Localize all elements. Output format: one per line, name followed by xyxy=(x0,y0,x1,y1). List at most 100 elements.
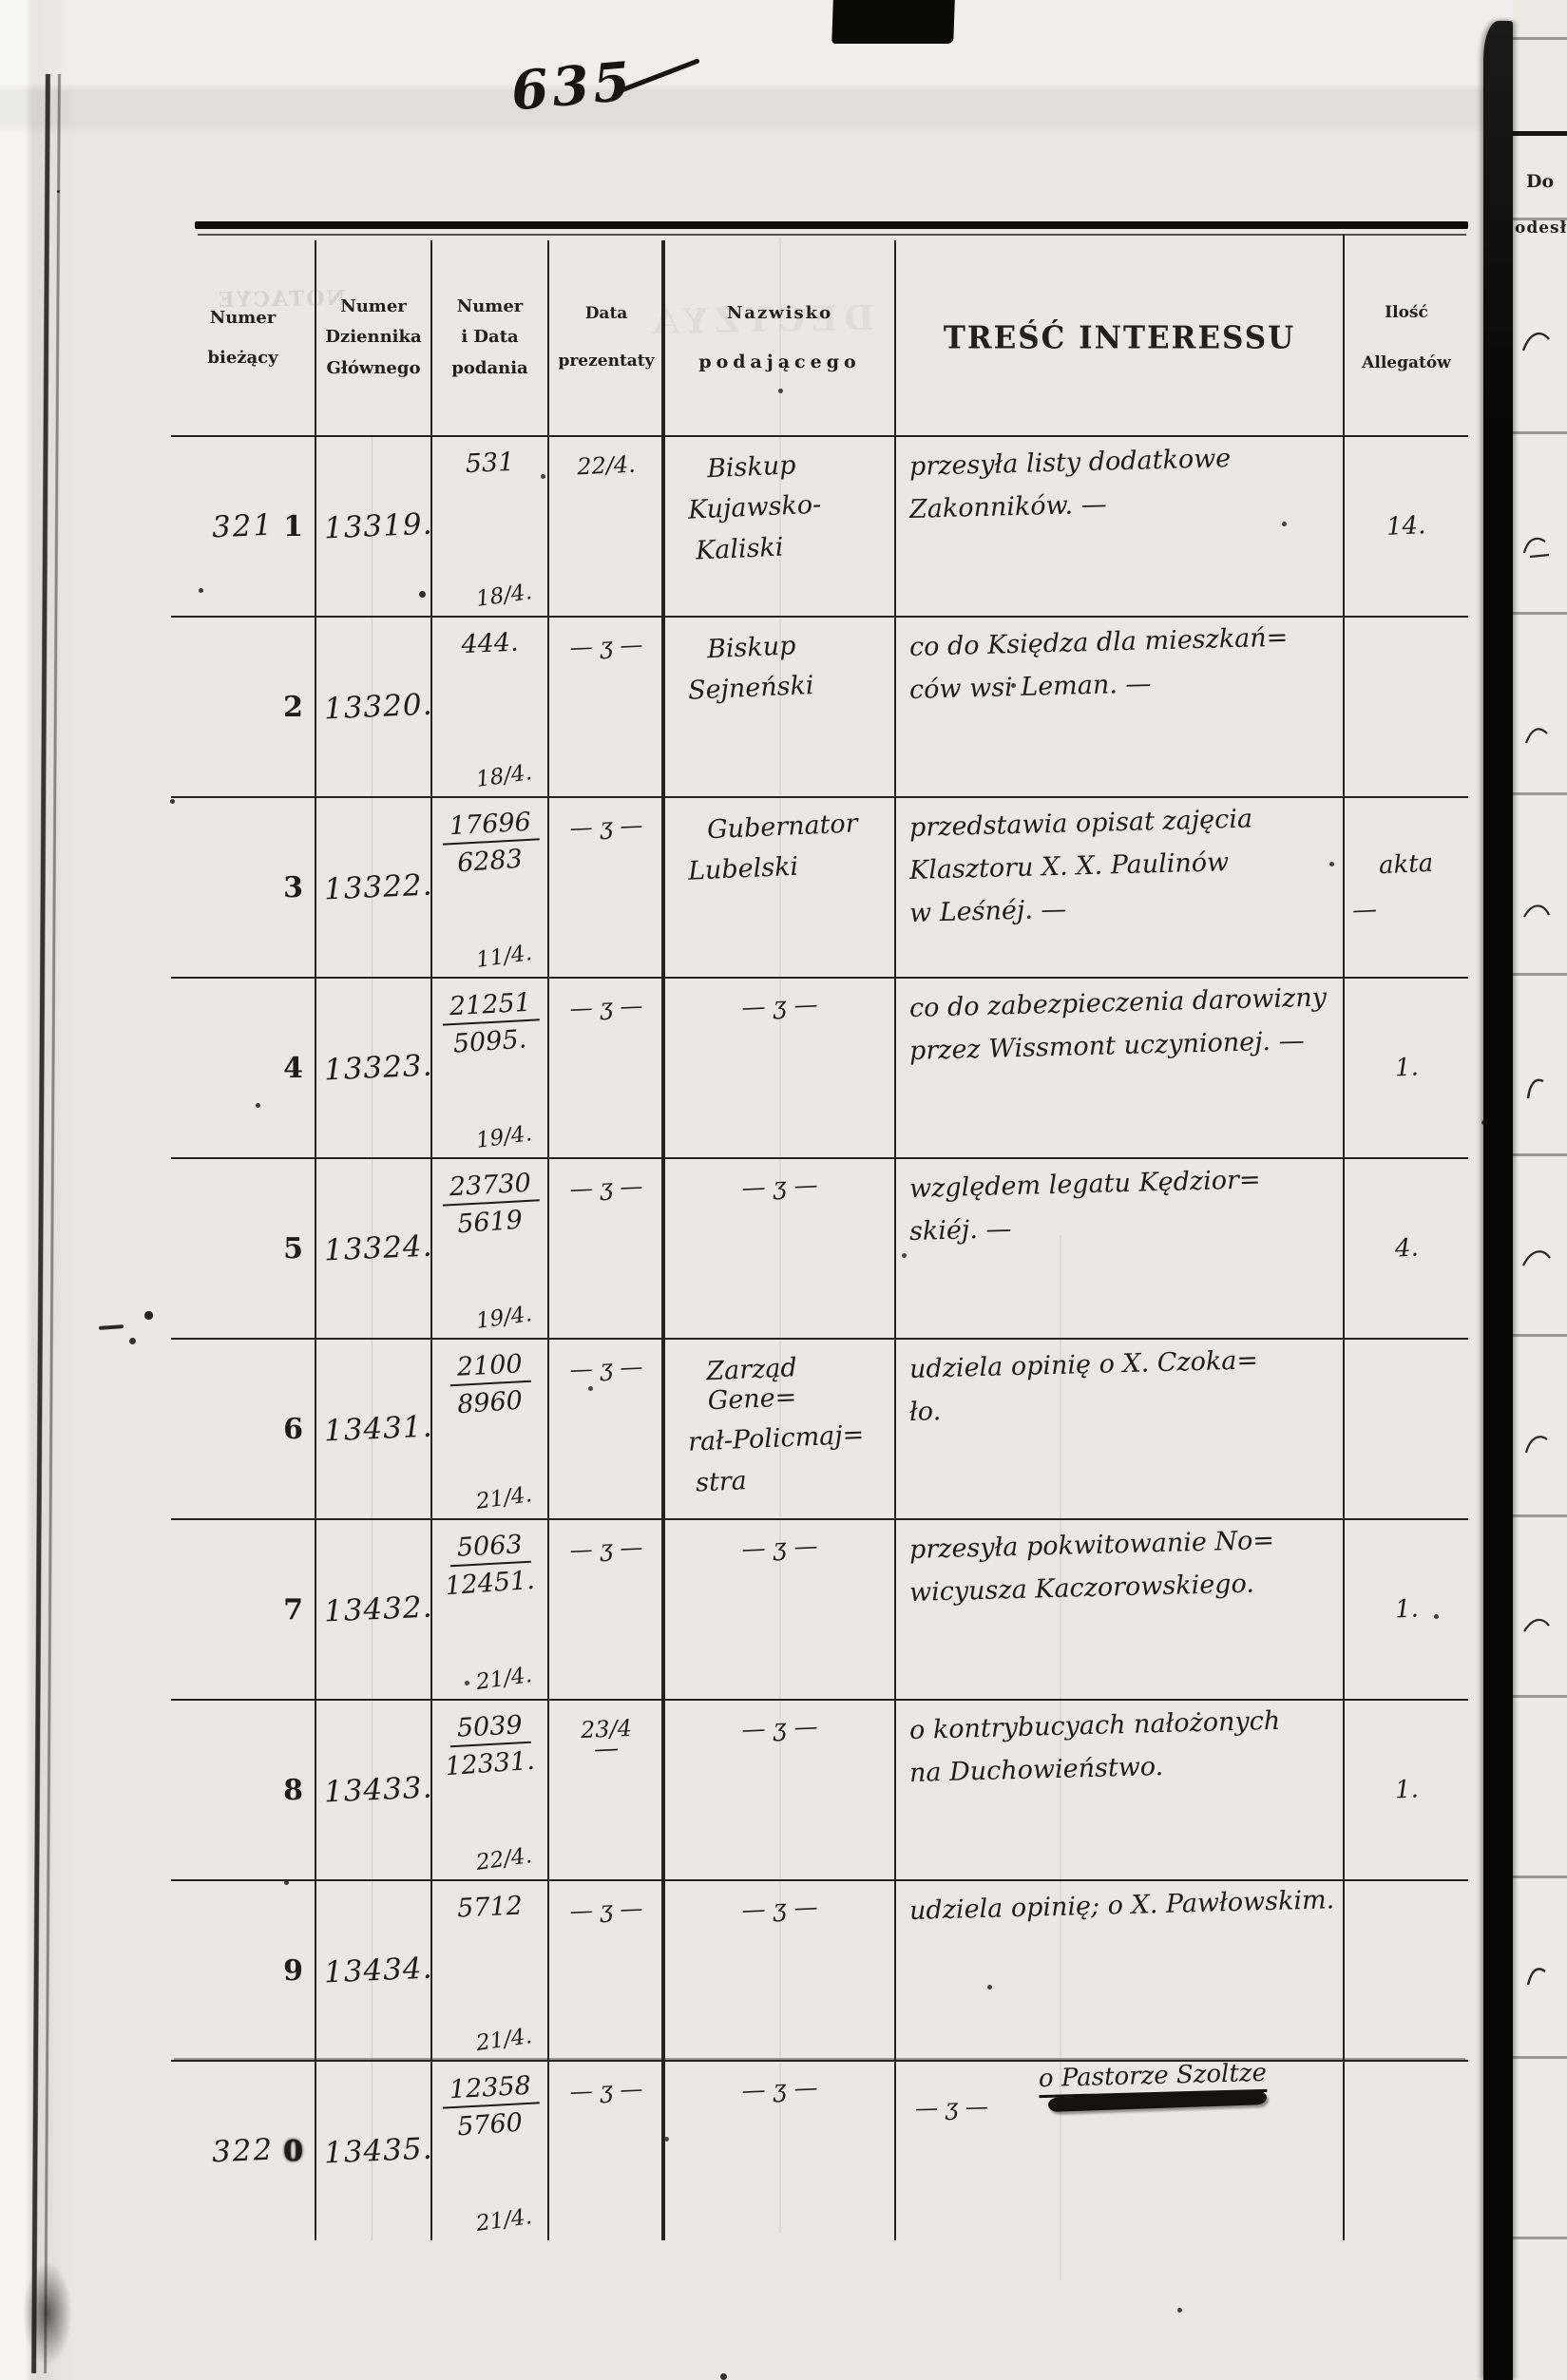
podanie-number-2: 12451. xyxy=(444,1565,536,1602)
tresc-line: ło. xyxy=(908,1397,942,1427)
nazwisko-line: Kaliski xyxy=(695,532,785,566)
dziennik-number: 13323. xyxy=(323,1048,434,1088)
cell-ilosc xyxy=(1345,1881,1468,2060)
handwriting-fragment xyxy=(1520,1610,1555,1639)
ditto-mark: — ʒ — xyxy=(914,2092,989,2123)
nazwisko-line: rał-Policmaj= xyxy=(687,1419,865,1457)
handwriting-fragment xyxy=(1520,1074,1555,1102)
ditto-mark: — ʒ — xyxy=(569,811,643,842)
ilosc-value: 1. xyxy=(1393,1594,1420,1625)
podanie-date: 21/4. xyxy=(474,1482,534,1514)
podanie-date: 21/4. xyxy=(474,1663,534,1695)
cell-podanie: 21251 5095. 19/4. xyxy=(432,979,549,1157)
tresc-line: przesyła pokwitowanie No= xyxy=(908,1525,1275,1565)
cell-nazwisko: Gubernator Lubelski xyxy=(665,798,896,977)
tresc-line: Zakonników. — xyxy=(908,489,1107,524)
paper-crease xyxy=(779,238,781,2233)
cell-nazwisko: Zarząd Gene= rał-Policmaj= stra xyxy=(665,1340,896,1518)
tresc-line: Klasztoru X. X. Paulinów xyxy=(908,847,1230,885)
dziennik-number: 13434. xyxy=(323,1951,434,1990)
numer-biezacy: 8 xyxy=(283,1773,303,1807)
cell-prezentata: — ʒ — xyxy=(549,979,665,1157)
table-row: 6 13431. 2100 8960 21/4. — ʒ — Zarząd Ge… xyxy=(171,1338,1468,1518)
nazwisko-line: Biskup xyxy=(706,631,797,665)
cell-podanie: 23730 5619 19/4. xyxy=(432,1159,549,1338)
cell-tresc: — ʒ — o Pastorze Szoltze xyxy=(896,2058,1345,2240)
header-numer-i-data-podania: Numer i Data podania xyxy=(432,240,549,435)
ilosc-value: 1. xyxy=(1393,1775,1420,1805)
cell-numer-biezacy: 322 0 xyxy=(171,2062,316,2240)
podanie-number-2: 5619 xyxy=(456,1205,524,1240)
cell-prezentata: — ʒ — xyxy=(549,1159,665,1338)
ilosc-value: 1. xyxy=(1393,1053,1420,1083)
cell-podanie: 5712 21/4. xyxy=(432,1881,549,2060)
handwriting-fragment xyxy=(1520,1245,1555,1273)
cell-podanie: 444. 18/4. xyxy=(432,618,549,796)
book-fold-bar xyxy=(1483,21,1513,2380)
cell-podanie: 2100 8960 21/4. xyxy=(432,1340,549,1518)
header-data-prezentaty: Data prezentaty xyxy=(549,240,665,435)
numer-biezacy: 5 xyxy=(283,1231,303,1266)
cell-dziennik: 13432. xyxy=(316,1520,433,1699)
cell-dziennik: 13319. xyxy=(316,437,434,616)
handwriting-fragment xyxy=(1520,532,1555,561)
tresc-line: wicyusza Kaczorowskiego. xyxy=(908,1569,1255,1608)
tresc-line: udziela opinię; o X. Pawłowskim. xyxy=(908,1885,1335,1926)
registry-table: Numer bieżący Numer Dziennika Głównego N… xyxy=(171,221,1468,2240)
ditto-mark: — ʒ — xyxy=(740,990,819,1021)
cell-numer-biezacy: 5 xyxy=(171,1159,316,1338)
dziennik-number: 13319. xyxy=(323,506,434,546)
cell-prezentata: 23/4 — xyxy=(549,1701,665,1879)
ditto-mark: — ʒ — xyxy=(569,1172,643,1203)
cell-dziennik: 13431. xyxy=(316,1340,433,1518)
cell-ilosc xyxy=(1345,2062,1468,2240)
tresc-line: skiéj. — xyxy=(908,1214,1012,1247)
header-podajacego: podającego xyxy=(698,352,861,372)
numer-biezacy: 9 xyxy=(283,1953,303,1988)
top-ink-blot xyxy=(831,0,955,44)
podanie-number-2: 8960 xyxy=(456,1385,524,1420)
cell-nazwisko: — ʒ — xyxy=(665,1159,896,1338)
cell-dziennik: 13320. xyxy=(316,618,433,796)
table-header-row: Numer bieżący Numer Dziennika Głównego N… xyxy=(171,234,1468,442)
podanie-number: 12358 xyxy=(440,2070,540,2109)
podanie-number: 5063 xyxy=(449,1529,531,1568)
cell-dziennik: 13323. xyxy=(316,979,434,1157)
table-row: 3 13322. 17696 6283 11/4. — ʒ — Gubernat… xyxy=(171,796,1468,977)
ilosc-value: 14. xyxy=(1385,511,1427,542)
binding-smudge xyxy=(23,2261,72,2366)
header-numer-biezacy: Numer bieżący xyxy=(171,240,316,435)
podanie-date: 22/4. xyxy=(474,1843,534,1875)
cell-numer-biezacy: 7 xyxy=(171,1520,316,1699)
cell-nazwisko: — ʒ — xyxy=(665,979,896,1157)
paper-speckles xyxy=(57,190,60,193)
ilosc-value: 4. xyxy=(1393,1233,1420,1264)
numer-biezacy: 2 xyxy=(283,690,303,724)
handwriting-fragment xyxy=(1520,720,1555,749)
handwriting-fragment xyxy=(1520,898,1555,926)
header-tresc-interessu: TREŚĆ INTERESSU xyxy=(896,234,1345,442)
numer-biezacy: 1 xyxy=(283,509,303,543)
cell-prezentata: 22/4. xyxy=(549,437,665,616)
tresc-line: co do Księdza dla mieszkań= xyxy=(908,622,1289,662)
ditto-mark: — ʒ — xyxy=(569,1353,643,1383)
cell-tresc: o kontrybucyach nałożonych na Duchowieńs… xyxy=(896,1701,1345,1879)
next-page-strip: Do odesła xyxy=(1513,0,1567,2380)
cell-ilosc xyxy=(1345,1340,1468,1518)
podanie-number: 5712 xyxy=(456,1891,524,1924)
cell-nazwisko: — ʒ — xyxy=(665,2062,896,2240)
cell-prezentata: — ʒ — xyxy=(549,1340,665,1518)
numer-biezacy: 0 xyxy=(283,2134,303,2168)
cell-prezentata: — ʒ — xyxy=(549,1520,665,1699)
cell-tresc: udziela opinię o X. Czoka= ło. xyxy=(896,1340,1345,1518)
table-row: 2 13320. 444. 18/4. — ʒ — Biskup Sejneńs… xyxy=(171,616,1468,796)
table-row: 5 13324. 23730 5619 19/4. — ʒ — — ʒ — wz… xyxy=(171,1157,1468,1338)
cell-numer-biezacy: 8 xyxy=(171,1701,316,1879)
table-row: 322 0 13435. 12358 5760 21/4. — ʒ — — ʒ … xyxy=(171,2058,1468,2240)
podanie-number-2: 12331. xyxy=(444,1745,536,1782)
table-row: 9 13434. 5712 21/4. — ʒ — — ʒ — udziela … xyxy=(171,1879,1468,2060)
cell-ilosc: 1. xyxy=(1345,1520,1468,1699)
cell-prezentata: — ʒ — xyxy=(549,618,665,796)
numer-biezacy: 6 xyxy=(283,1412,303,1446)
podanie-number: 5039 xyxy=(449,1709,531,1748)
